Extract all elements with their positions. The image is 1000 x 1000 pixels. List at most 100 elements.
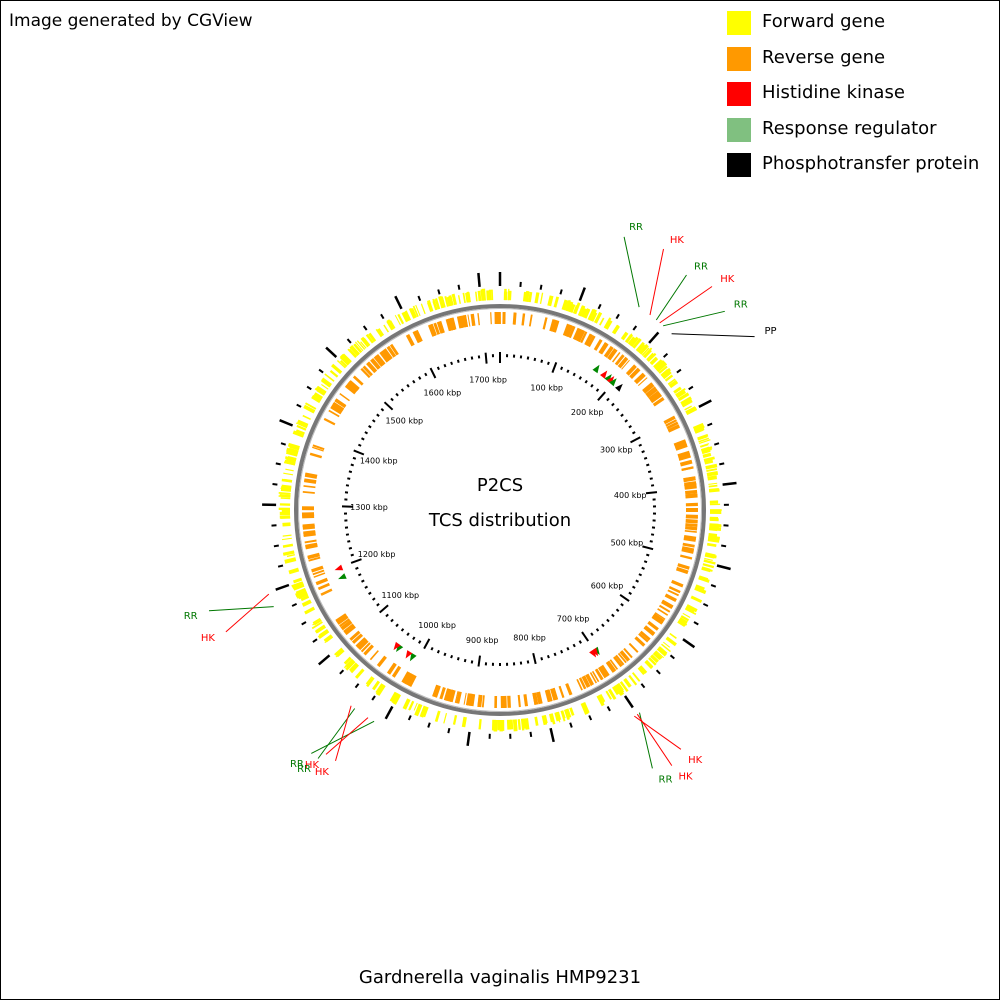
reverse-gene-mark [357, 639, 369, 651]
legend-swatch [727, 46, 751, 71]
reverse-gene-mark [466, 693, 473, 706]
forward-gene-mark [365, 676, 373, 685]
forward-gene-mark [279, 494, 291, 497]
reverse-gene-mark [615, 654, 625, 666]
reverse-gene-mark [603, 345, 614, 358]
inner-major-tick [383, 401, 394, 411]
reverse-gene-mark [414, 329, 423, 343]
forward-gene-mark [677, 392, 690, 402]
forward-gene-mark [617, 683, 625, 693]
reverse-gene-mark [490, 312, 492, 325]
forward-gene-mark [588, 308, 597, 322]
reverse-gene-mark [409, 675, 417, 688]
reverse-gene-mark [470, 693, 476, 707]
reverse-gene-mark [643, 626, 655, 636]
forward-gene-mark [298, 593, 309, 600]
forward-gene-mark [593, 311, 603, 324]
inner-minor-tick [376, 413, 380, 417]
reverse-gene-mark [552, 320, 560, 333]
forward-gene-mark [566, 708, 572, 718]
inner-minor-tick [357, 443, 362, 447]
reverse-gene-mark [591, 670, 600, 683]
tick-label: 1300 kbp [350, 503, 388, 512]
forward-gene-mark [414, 703, 423, 717]
reverse-gene-mark [569, 326, 576, 338]
outer-tick [597, 303, 602, 310]
reverse-gene-mark [577, 330, 585, 342]
forward-gene-mark [682, 612, 691, 618]
reverse-gene-mark [584, 333, 592, 346]
forward-gene-mark [299, 422, 308, 429]
reverse-gene-mark [470, 313, 476, 327]
outer-tick [273, 544, 279, 548]
inner-minor-tick [443, 652, 447, 657]
reverse-gene-mark [547, 689, 553, 702]
forward-gene-mark [624, 334, 633, 344]
inner-minor-tick [395, 623, 399, 628]
reverse-gene-mark [574, 328, 582, 341]
reverse-gene-mark [312, 444, 325, 451]
forward-gene-mark [599, 693, 606, 703]
inner-minor-tick [400, 388, 405, 392]
forward-gene-mark [420, 303, 426, 314]
reverse-gene-mark [559, 685, 565, 698]
forward-gene-mark [477, 290, 482, 302]
forward-gene-mark [668, 379, 679, 389]
tcs-callout-line [634, 715, 682, 750]
reverse-gene-mark [536, 692, 540, 705]
forward-gene-mark [291, 581, 304, 588]
tick-label: 500 kbp [611, 539, 644, 548]
inner-minor-tick [641, 566, 645, 570]
reverse-gene-mark [304, 539, 317, 544]
reverse-gene-mark [304, 478, 317, 484]
inner-minor-tick [450, 361, 454, 366]
forward-gene-mark [648, 657, 657, 666]
reverse-gene-mark [363, 644, 374, 656]
inner-major-tick [597, 391, 606, 401]
reverse-gene-mark [637, 377, 648, 387]
forward-gene-mark [583, 308, 591, 319]
reverse-gene-mark [609, 659, 619, 670]
inner-minor-tick [345, 484, 350, 487]
forward-gene-mark [520, 718, 525, 731]
forward-gene-mark [524, 291, 530, 302]
forward-gene-mark [675, 388, 686, 396]
reverse-gene-mark [667, 424, 680, 432]
tcs-callout-label: PP [765, 326, 777, 337]
forward-gene-mark [402, 311, 411, 322]
forward-gene-mark [316, 386, 327, 393]
reverse-gene-mark [642, 382, 653, 392]
reverse-gene-mark [667, 589, 680, 597]
tcs-callout-label: HK [315, 767, 330, 778]
inner-minor-tick [611, 402, 615, 407]
forward-gene-mark [704, 555, 715, 559]
outer-tick [669, 654, 675, 660]
inner-minor-tick [347, 477, 351, 480]
forward-gene-mark [324, 635, 334, 643]
reverse-gene-mark [313, 572, 326, 578]
forward-gene-mark [702, 563, 715, 569]
inner-minor-tick [470, 356, 474, 360]
tcs-marker-rr [409, 652, 417, 662]
inner-minor-tick [456, 657, 460, 661]
inner-minor-tick [628, 591, 632, 595]
forward-gene-mark [286, 447, 299, 455]
inner-major-tick [645, 491, 658, 495]
reverse-gene-mark [330, 404, 343, 415]
tcs-callout-label: RR [184, 611, 198, 622]
forward-gene-mark [315, 624, 326, 634]
inner-minor-tick [628, 425, 632, 429]
forward-gene-mark [372, 680, 380, 691]
inner-minor-tick [647, 470, 652, 474]
forward-gene-mark [372, 680, 379, 689]
legend-swatch [727, 82, 751, 106]
tick-label: 1600 kbp [424, 388, 462, 397]
reverse-gene-mark [613, 656, 623, 668]
reverse-gene-mark [639, 630, 651, 641]
forward-gene-mark [603, 317, 612, 329]
outer-tick [296, 403, 302, 408]
forward-gene-mark [481, 288, 486, 301]
forward-gene-mark [662, 641, 671, 648]
reverse-gene-mark [585, 674, 592, 686]
reverse-gene-mark [579, 677, 587, 690]
